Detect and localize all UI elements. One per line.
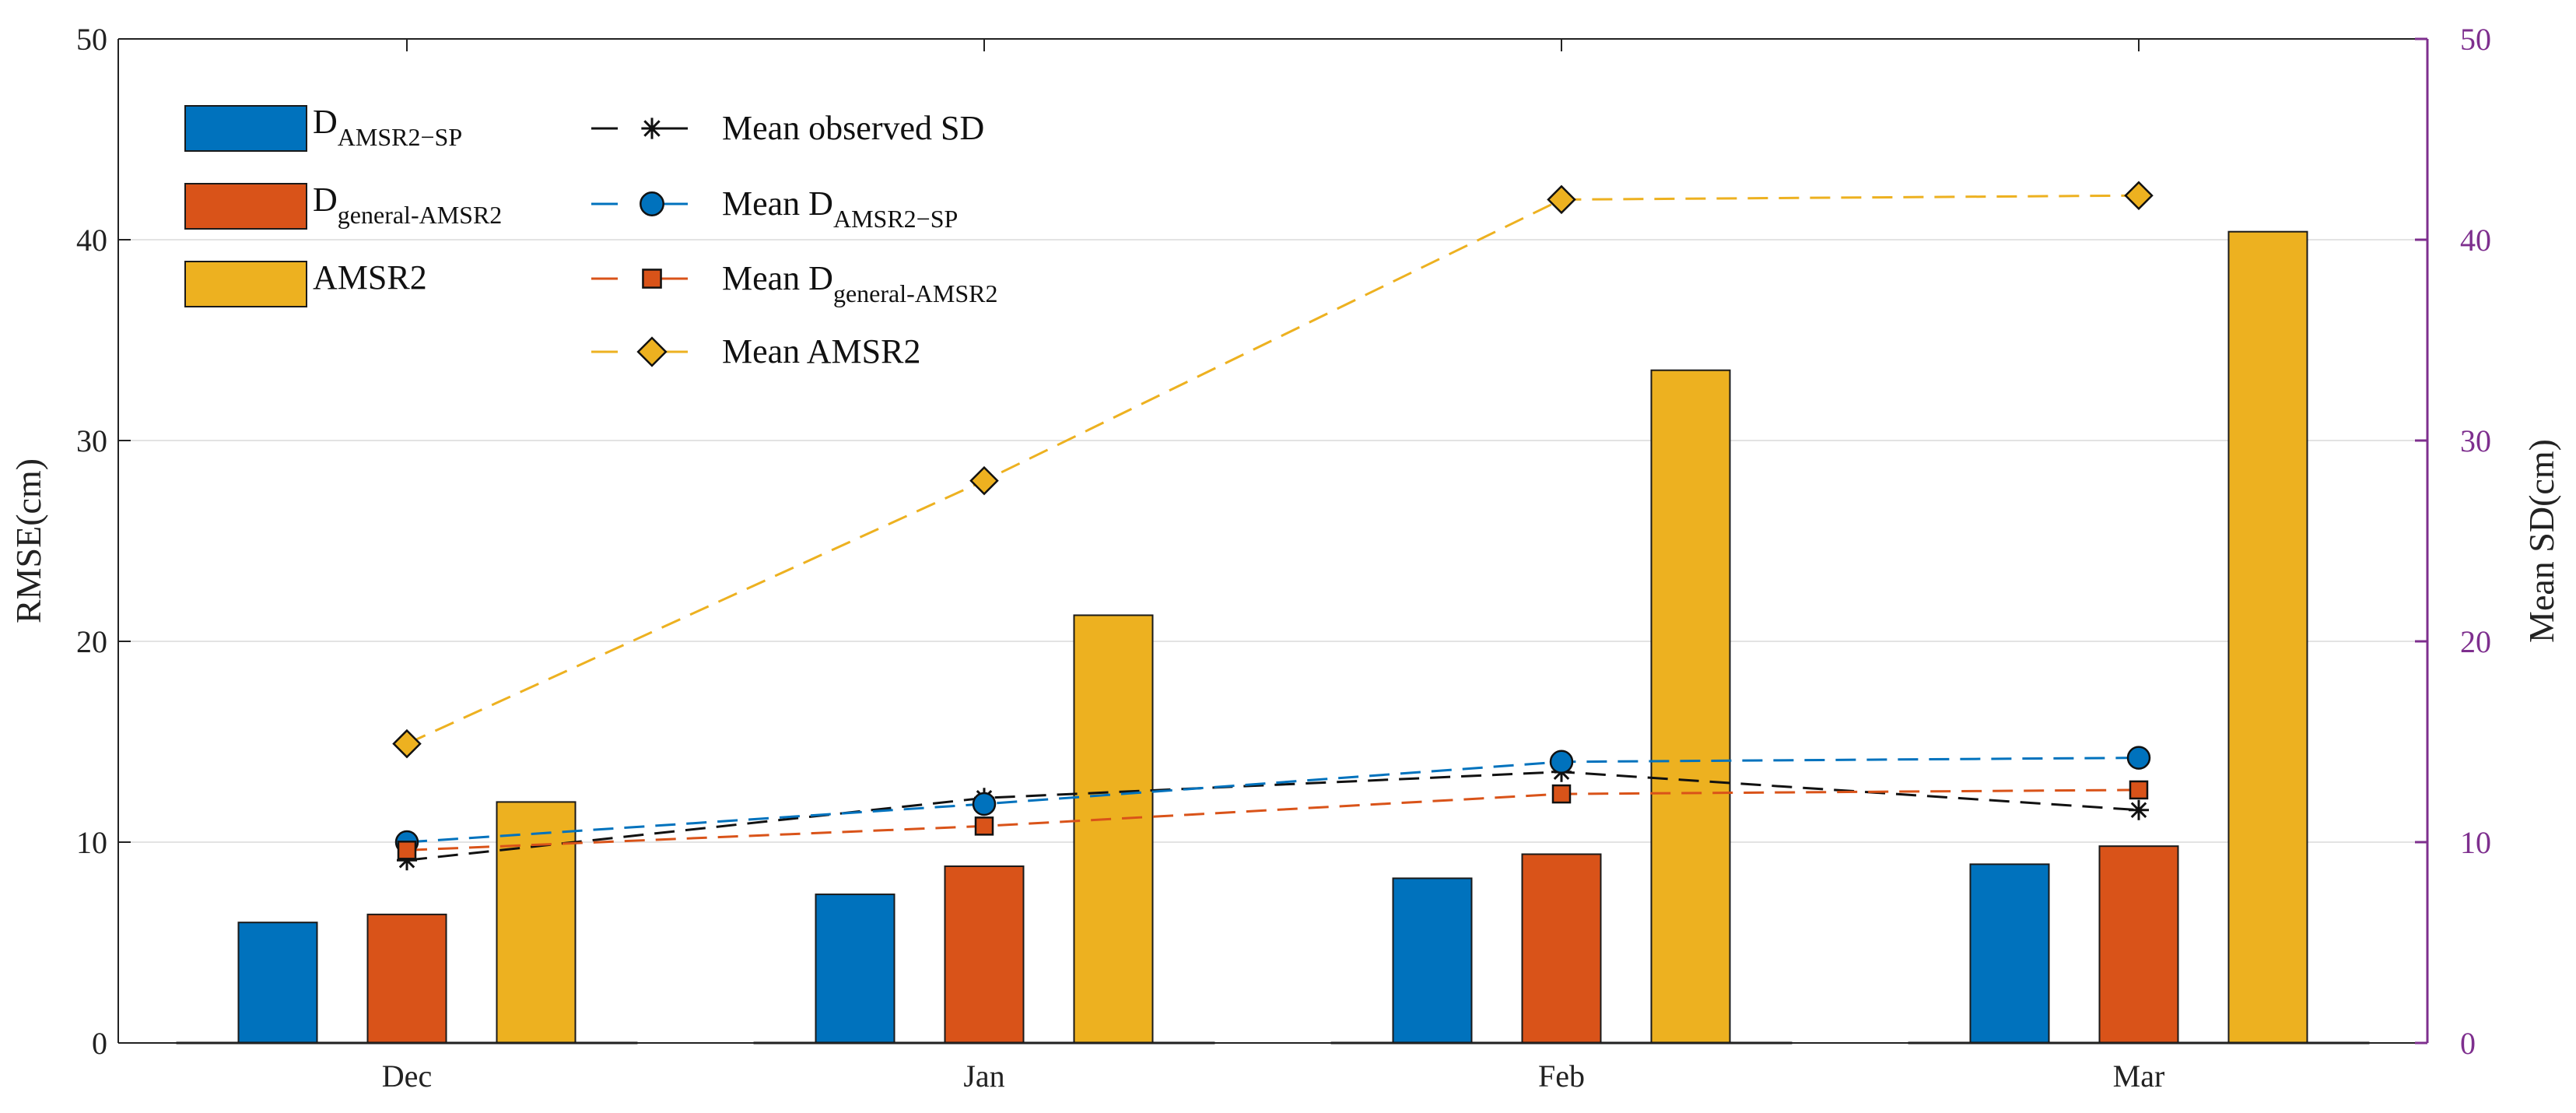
legend-label-d-general-amsr2: Dgeneral-AMSR2 xyxy=(313,181,502,229)
bars xyxy=(176,230,2370,1045)
point-mean-d-general-amsr2-mar xyxy=(2129,780,2149,800)
legend-label-mean-d-general-amsr2: Mean Dgeneral-AMSR2 xyxy=(722,259,997,307)
y-left-tick-label: 20 xyxy=(76,624,107,659)
grid-lines xyxy=(118,239,2427,843)
point-mean-amsr2-jan xyxy=(969,465,999,496)
line-mean-d-amsr2-sp xyxy=(406,757,2140,844)
bar-amsr2-jan xyxy=(1073,614,1154,1044)
point-mean-d-general-amsr2-jan xyxy=(974,816,994,836)
x-tick-label: Mar xyxy=(2113,1059,2165,1094)
bar-d-general-amsr2-feb xyxy=(1521,853,1602,1044)
bar-amsr2-mar xyxy=(2227,230,2308,1044)
bar-d-amsr2-sp-dec xyxy=(237,922,318,1044)
x-tick-label: Dec xyxy=(382,1059,432,1094)
y-right-tick-label: 40 xyxy=(2460,223,2491,258)
bar-d-general-amsr2-dec xyxy=(366,913,447,1044)
legend-swatch-d-amsr2-sp xyxy=(184,105,307,152)
point-mean-amsr2-dec xyxy=(392,729,422,759)
x-tick-label: Jan xyxy=(963,1059,1004,1094)
bar-amsr2-dec xyxy=(496,801,577,1045)
legend-marker-mean-amsr2 xyxy=(636,336,668,367)
legend-marker-mean-d-amsr2-sp xyxy=(640,191,664,216)
y-left-tick-label: 10 xyxy=(76,825,107,860)
y-left-tick-label: 50 xyxy=(76,22,107,57)
bar-d-amsr2-sp-mar xyxy=(1969,863,2050,1044)
bar-amsr2-feb xyxy=(1650,369,1731,1044)
y-axis-right-title: Mean SD(cm) xyxy=(2522,439,2561,643)
point-mean-observed-sd-dec xyxy=(397,850,417,871)
bar-d-general-amsr2-jan xyxy=(944,865,1025,1044)
line-mean-observed-sd xyxy=(406,771,2140,862)
line-mean-amsr2 xyxy=(406,194,2140,745)
point-mean-d-amsr2-sp-feb xyxy=(1549,750,1574,774)
line-mean-d-general-amsr2 xyxy=(406,788,2140,851)
axes: 0 10 20 30 40 50 0 10 20 30 40 50 Dec Jan Feb Mar xyxy=(76,22,2491,1094)
y-right-tick-label: 50 xyxy=(2460,22,2491,57)
y-left-tick-label: 30 xyxy=(76,423,107,458)
point-mean-amsr2-feb xyxy=(1547,184,1576,215)
legend-swatch-amsr2 xyxy=(184,261,307,307)
mean-lines xyxy=(392,181,2154,871)
y-axis-left-title: RMSE(cm) xyxy=(9,458,48,623)
y-right-tick-label: 30 xyxy=(2460,423,2491,458)
legend-label-amsr2: AMSR2 xyxy=(313,258,427,297)
bar-d-general-amsr2-mar xyxy=(2098,845,2179,1045)
bar-d-amsr2-sp-feb xyxy=(1392,877,1473,1044)
y-right-tick-label: 20 xyxy=(2460,624,2491,659)
legend: DAMSR2−SP Dgeneral-AMSR2 AMSR2 Mean observe… xyxy=(184,103,997,370)
y-left-tick-label: 0 xyxy=(92,1026,107,1061)
legend-label-d-amsr2-sp: DAMSR2−SP xyxy=(313,103,462,151)
point-mean-d-general-amsr2-feb xyxy=(1551,784,1572,804)
point-mean-d-general-amsr2-dec xyxy=(397,841,417,860)
legend-swatch-d-general-amsr2 xyxy=(184,183,307,230)
y-left-tick-label: 40 xyxy=(76,223,107,258)
legend-marker-mean-observed-sd xyxy=(641,118,663,139)
legend-marker-mean-d-general-amsr2 xyxy=(642,269,662,289)
legend-label-mean-observed-sd: Mean observed SD xyxy=(722,109,984,147)
bar-d-amsr2-sp-jan xyxy=(815,894,895,1044)
x-tick-label: Feb xyxy=(1538,1059,1585,1094)
point-mean-observed-sd-mar xyxy=(2129,799,2149,820)
y-right-tick-label: 10 xyxy=(2460,825,2491,860)
legend-label-mean-d-amsr2-sp: Mean DAMSR2−SP xyxy=(722,184,958,233)
point-mean-d-amsr2-sp-jan xyxy=(972,792,997,816)
point-mean-d-amsr2-sp-mar xyxy=(2126,746,2151,770)
point-mean-amsr2-mar xyxy=(2124,181,2154,211)
y-right-tick-label: 0 xyxy=(2460,1026,2476,1061)
legend-label-mean-amsr2: Mean AMSR2 xyxy=(722,332,920,370)
